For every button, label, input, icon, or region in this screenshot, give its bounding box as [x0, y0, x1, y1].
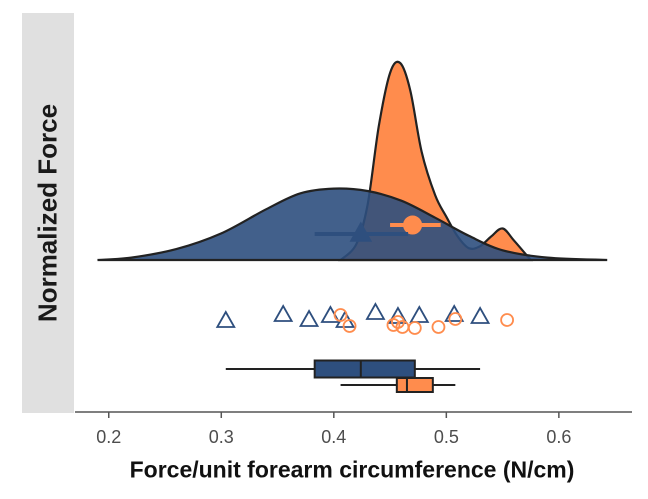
x-tick-label: 0.6: [546, 427, 571, 447]
point-orange: [431, 320, 446, 334]
x-axis-label: Force/unit forearm circumference (N/cm): [129, 456, 575, 483]
box-orange: [395, 377, 434, 393]
mean-blue: [349, 221, 373, 242]
x-tick-label: 0.3: [209, 427, 234, 447]
facet-strip: [22, 13, 74, 413]
point-orange: [407, 321, 422, 335]
point-orange: [342, 319, 357, 333]
mean-layer: [314, 215, 441, 242]
density-blue: [97, 187, 608, 262]
x-tick-label: 0.2: [96, 427, 121, 447]
mean-orange: [403, 215, 423, 235]
box-blue: [313, 359, 416, 379]
density-layer: [97, 60, 608, 262]
point-blue: [215, 310, 236, 328]
point-orange: [448, 312, 463, 326]
point-blue: [299, 309, 320, 327]
x-axis: 0.2 0.3 0.4 0.5 0.6: [75, 411, 632, 447]
points-layer: [215, 302, 514, 335]
box-layer: [225, 359, 481, 393]
point-orange: [333, 308, 348, 322]
point-orange: [500, 313, 514, 327]
point-blue: [273, 304, 294, 322]
point-blue: [470, 306, 491, 324]
point-blue: [365, 302, 386, 320]
x-tick-label: 0.5: [434, 427, 459, 447]
point-blue: [409, 305, 430, 323]
x-tick-label: 0.4: [321, 427, 346, 447]
